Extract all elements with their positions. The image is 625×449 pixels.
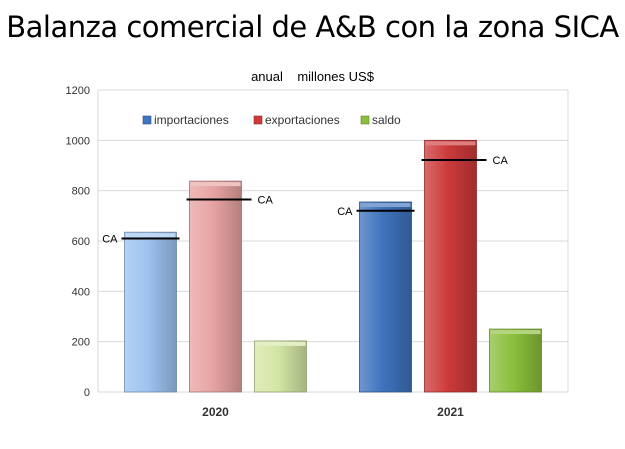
chart-subtitle: anual millones US$: [251, 69, 374, 84]
bar-exportaciones-2020: [189, 180, 242, 393]
legend-label-saldo: saldo: [372, 113, 401, 127]
annotation-label: CA: [493, 155, 509, 167]
annotation-label: CA: [337, 206, 353, 218]
y-tick-label: 800: [72, 186, 90, 198]
bar-top-highlight: [255, 341, 306, 346]
legend-swatch-importaciones: [142, 115, 152, 125]
bar-top-highlight: [125, 233, 176, 238]
y-tick-label: 0: [84, 387, 90, 399]
y-tick-label: 1200: [66, 85, 90, 97]
y-tick-label: 200: [72, 337, 90, 349]
x-category-label: 2021: [437, 405, 464, 419]
annotation-label: CA: [102, 233, 118, 245]
bar-saldo-2020: [254, 340, 307, 393]
x-category-label: 2020: [202, 405, 229, 419]
bar-importaciones-2021: [359, 201, 412, 393]
y-tick-label: 400: [72, 286, 90, 298]
annotation-label: CA: [258, 194, 274, 206]
legend-swatch-saldo: [360, 115, 370, 125]
bar-top-highlight: [190, 182, 241, 187]
bar-saldo-2021: [489, 328, 542, 393]
y-tick-label: 600: [72, 236, 90, 248]
chart-title: Balanza comercial de A&B con la zona SIC…: [6, 10, 619, 44]
bar-top-highlight: [360, 202, 411, 207]
y-tick-label: 1000: [66, 135, 90, 147]
bar-importaciones-2020: [124, 231, 177, 393]
legend-label-importaciones: importaciones: [154, 113, 229, 127]
legend-swatch-exportaciones: [253, 115, 263, 125]
bar-top-highlight: [425, 141, 476, 146]
bar-top-highlight: [490, 330, 541, 335]
legend-label-exportaciones: exportaciones: [265, 113, 340, 127]
bar-exportaciones-2021: [424, 139, 477, 393]
